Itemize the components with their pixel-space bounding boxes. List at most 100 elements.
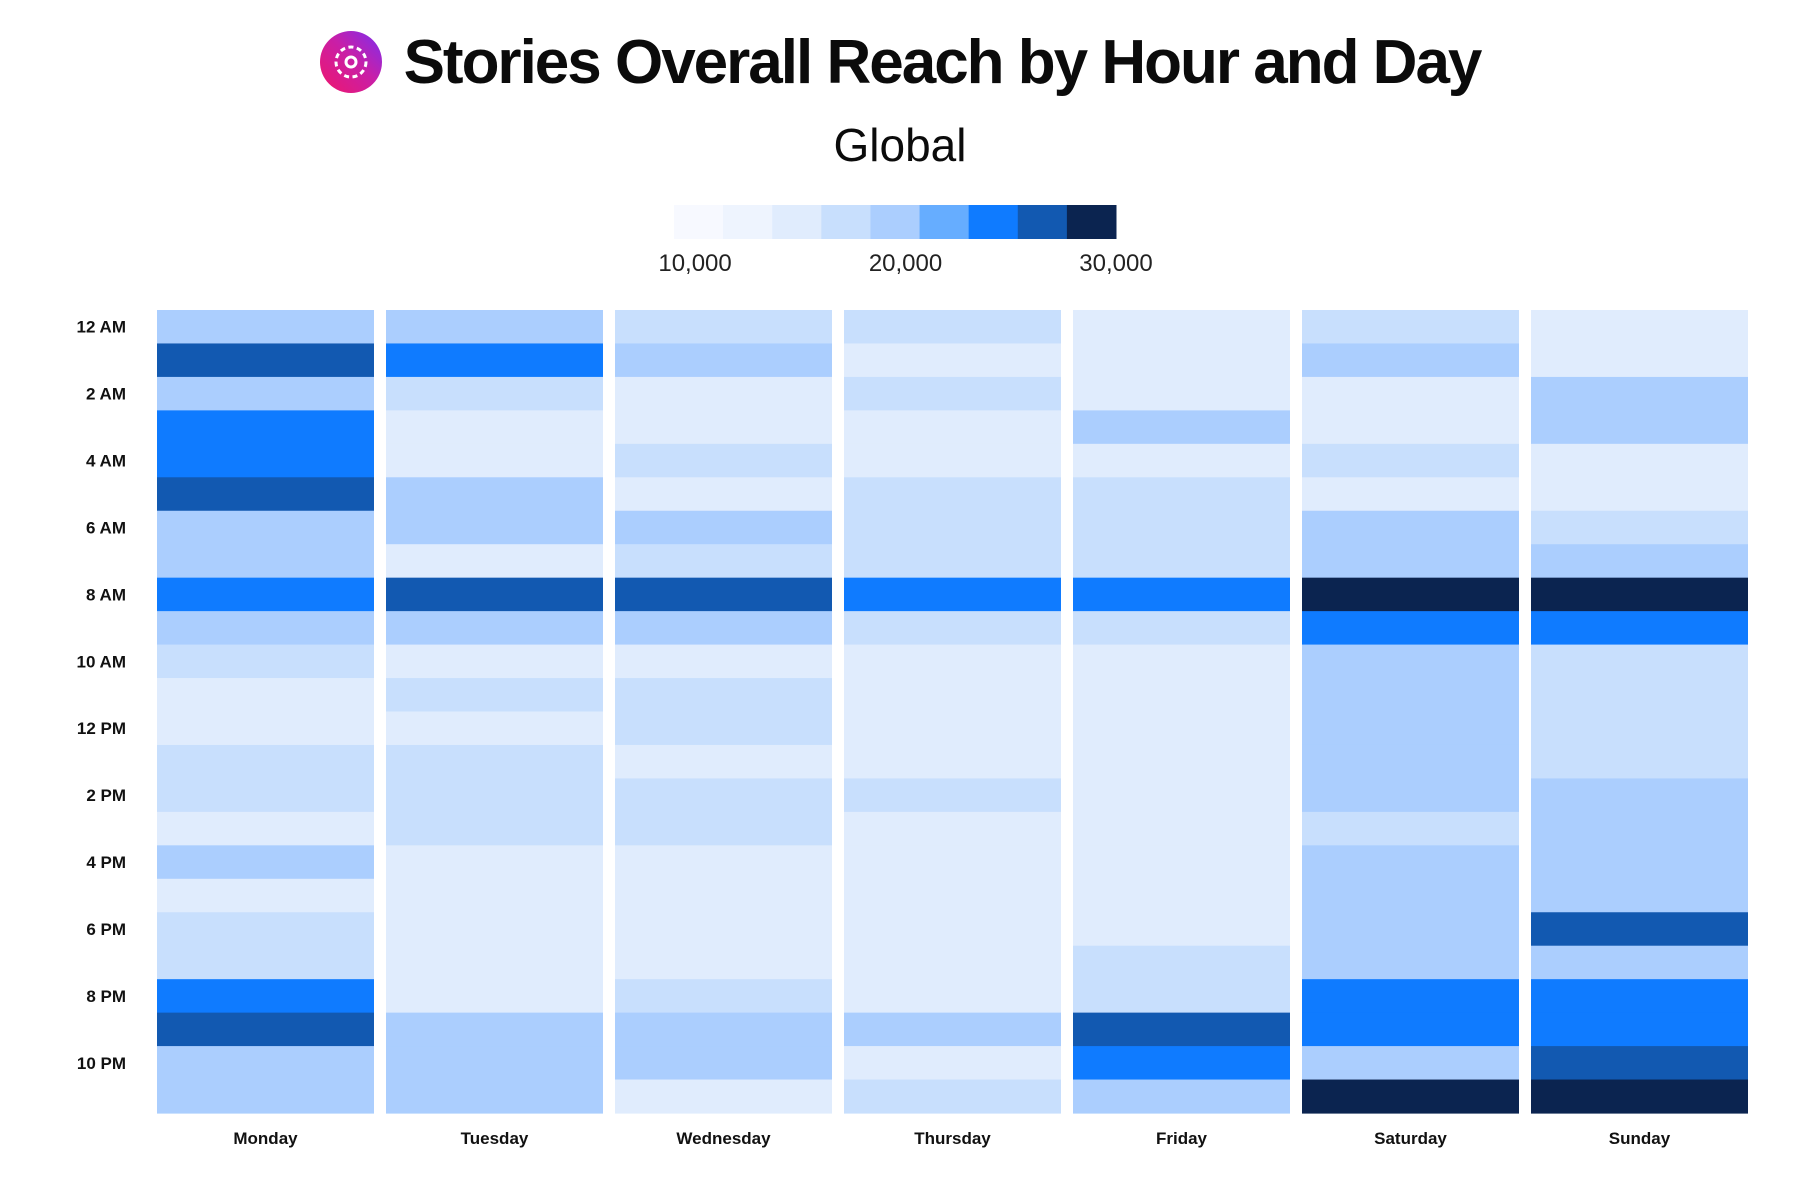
heatmap-cell [615, 443, 832, 478]
heatmap-cell [157, 644, 374, 679]
colorbar-segment [821, 205, 871, 239]
heatmap-cell [1531, 343, 1748, 378]
y-tick-label: 6 PM [86, 920, 126, 939]
heatmap-cell [1073, 644, 1290, 679]
heatmap-cell [1531, 477, 1748, 512]
heatmap-cell [844, 912, 1061, 947]
heatmap-cell [1531, 945, 1748, 980]
heatmap-cell [157, 310, 374, 345]
heatmap-cell [1302, 711, 1519, 746]
heatmap-cell [386, 678, 603, 713]
heatmap-cell [1302, 343, 1519, 378]
chart-title: Stories Overall Reach by Hour and Day [403, 27, 1483, 97]
x-tick-label: Thursday [914, 1129, 991, 1148]
y-tick-label: 4 PM [86, 853, 126, 872]
colorbar-segment [968, 205, 1019, 239]
heatmap-cell [1531, 678, 1748, 713]
heatmap-cell [844, 845, 1061, 880]
heatmap-cell [386, 544, 603, 579]
heatmap-cell [1302, 1079, 1519, 1114]
heatmap-cell [1531, 1079, 1748, 1114]
x-tick-label: Saturday [1374, 1129, 1447, 1148]
heatmap-cell [1531, 744, 1748, 780]
colorbar-tick-label: 30,000 [1079, 250, 1152, 277]
heatmap-cell [1302, 945, 1519, 980]
heatmap-cell [1531, 376, 1748, 411]
heatmap-cell [844, 443, 1061, 478]
heatmap-cell [1302, 310, 1519, 345]
heatmap-cell [615, 611, 832, 646]
heatmap-cell [386, 811, 603, 846]
colorbar-segment [772, 205, 822, 239]
heatmap-cell [386, 878, 603, 913]
heatmap-cell [1302, 644, 1519, 679]
heatmap-cell [1302, 845, 1519, 880]
heatmap-cell [844, 778, 1061, 813]
heatmap-cell [386, 1046, 603, 1081]
heatmap-cell [386, 711, 603, 746]
heatmap-cell [615, 1046, 832, 1081]
heatmap-cell [615, 577, 832, 612]
heatmap-cell [1073, 811, 1290, 846]
heatmap-cell [386, 410, 603, 445]
chart-subtitle: Global [833, 119, 967, 171]
heatmap-cell [1073, 1012, 1290, 1047]
y-tick-label: 2 AM [86, 385, 126, 404]
heatmap-cell [1531, 811, 1748, 846]
heatmap-cell [1073, 477, 1290, 512]
heatmap-cell [157, 510, 374, 545]
heatmap-cell [1073, 611, 1290, 646]
heatmap-cell [844, 310, 1061, 345]
heatmap-cell [386, 1079, 603, 1114]
heatmap-cell [615, 912, 832, 947]
y-tick-label: 2 PM [86, 786, 126, 805]
y-tick-label: 8 PM [86, 987, 126, 1006]
heatmap-cell [844, 644, 1061, 679]
heatmap-cell [1531, 778, 1748, 813]
heatmap-cell [386, 644, 603, 679]
heatmap-cell [1302, 979, 1519, 1014]
heatmap-cell [157, 979, 374, 1014]
heatmap-cell [1302, 1012, 1519, 1047]
heatmap-cell [844, 678, 1061, 713]
heatmap-cell [615, 1079, 832, 1114]
heatmap-cell [844, 811, 1061, 846]
heatmap-cell [1531, 1046, 1748, 1081]
title-row: Stories Overall Reach by Hour and Day [0, 22, 1800, 102]
heatmap-cell [157, 945, 374, 980]
heatmap-cell [1302, 811, 1519, 846]
heatmap-cell [615, 544, 832, 579]
heatmap-cell [1073, 711, 1290, 746]
heatmap-cell [615, 744, 832, 780]
y-tick-label: 12 PM [77, 719, 126, 738]
heatmap-cell [157, 1012, 374, 1047]
heatmap-cell [615, 778, 832, 813]
heatmap-cell [1302, 443, 1519, 478]
heatmap-cell [1073, 544, 1290, 579]
heatmap-cell [386, 1012, 603, 1047]
heatmap-cell [386, 343, 603, 378]
heatmap-cell [615, 310, 832, 345]
x-tick-label: Monday [233, 1129, 298, 1148]
heatmap-cell [844, 611, 1061, 646]
heatmap-cell [157, 1046, 374, 1081]
heatmap-cell [615, 845, 832, 880]
heatmap-cell [157, 778, 374, 813]
heatmap-cell [1073, 443, 1290, 478]
heatmap-cell [386, 443, 603, 478]
heatmap-cell [844, 1046, 1061, 1081]
heatmap-cell [615, 811, 832, 846]
heatmap-cell [1073, 410, 1290, 445]
heatmap-cell [386, 945, 603, 980]
heatmap-cell [1073, 878, 1290, 913]
heatmap-cell [844, 945, 1061, 980]
heatmap-cell [157, 811, 374, 846]
heatmap-cell [615, 376, 832, 411]
heatmap-cell [1302, 477, 1519, 512]
heatmap-cell [1073, 979, 1290, 1014]
colorbar-segment [723, 205, 773, 239]
heatmap-cell [1302, 611, 1519, 646]
heatmap-cell [157, 544, 374, 579]
heatmap-cell [844, 544, 1061, 579]
